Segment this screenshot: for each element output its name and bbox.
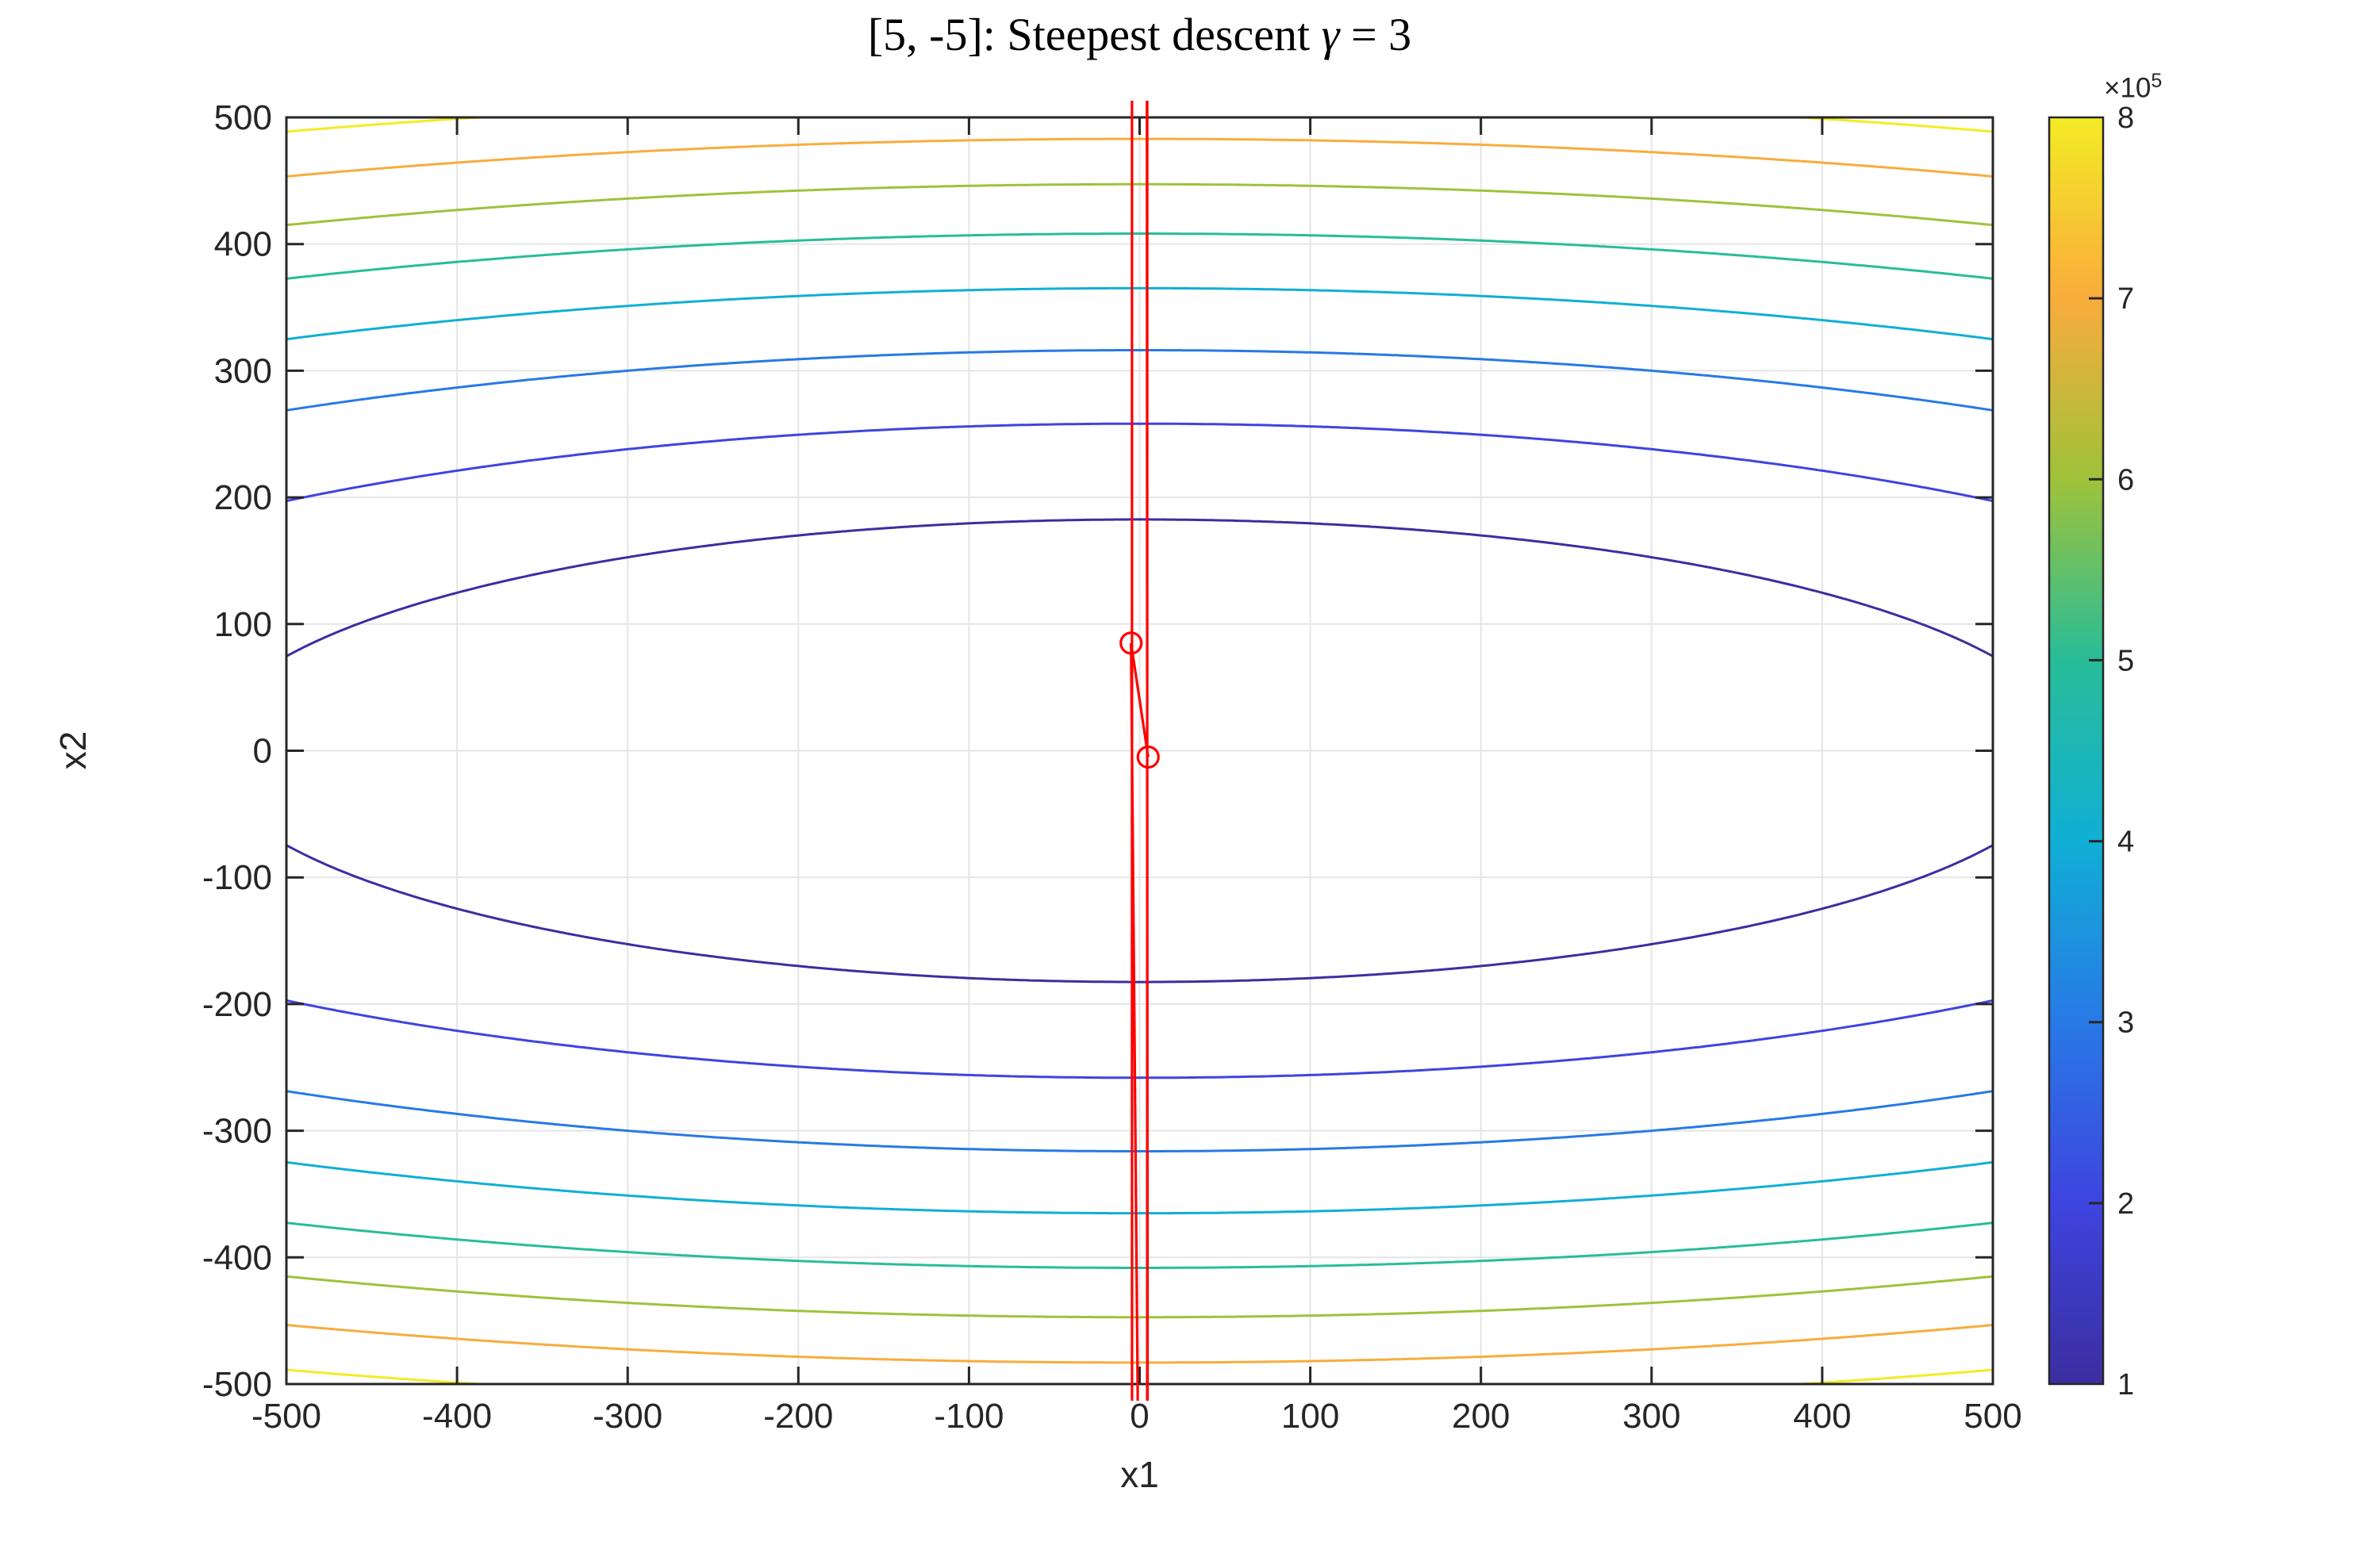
colorbar-tick-label: 6 [2117,463,2134,497]
contour-line-level-8 [1800,1368,1994,1386]
contour-line-level-4 [286,286,1994,341]
colorbar-tick-label: 1 [2117,1368,2134,1402]
y-tick-label: 200 [214,478,272,517]
colorbar-tick-label: 2 [2117,1187,2134,1221]
x-tick-label: 100 [1281,1397,1339,1436]
x-axis-label: x1 [1120,1454,1159,1495]
colorbar-tick-label: 5 [2117,644,2134,677]
contour-line-level-2 [286,422,1994,503]
y-tick-label: 100 [214,605,272,644]
x-tick-label: 0 [1130,1397,1149,1436]
trajectory-marker [1119,631,1143,655]
y-tick-label: 300 [214,351,272,390]
y-tick-label: -500 [202,1365,272,1404]
contour-line-level-3 [286,349,1994,412]
y-tick-label: -100 [202,858,272,897]
axes-frame-group [285,116,1994,1386]
contour-line-level-8 [1800,116,1994,133]
trajectory-group [1119,0,1160,1553]
contour-line-level-2 [286,999,1994,1079]
contour-line-level-8 [286,116,479,133]
gamma-symbol: γ [1321,9,1340,60]
contour-line-level-1 [286,518,1994,658]
colorbar-exponent-base: ×10 [2104,72,2152,104]
x-tick-label: 400 [1793,1397,1851,1436]
contour-line-level-7 [286,137,1994,178]
x-tick-label: 200 [1452,1397,1510,1436]
colorbar-tick-label: 7 [2117,282,2134,316]
y-tick-label: 0 [253,732,272,771]
x-tick-label: 500 [1964,1397,2021,1436]
contour-line-level-1 [286,844,1994,984]
contour-line-level-6 [286,182,1994,227]
colorbar-exponent-label: ×105 [2104,70,2162,105]
y-tick-label: -200 [202,985,272,1024]
contour-line-level-5 [286,232,1994,280]
colorbar-exponent-power: 5 [2151,70,2163,92]
trajectory-marker [1136,745,1160,769]
contour-lines [286,116,1994,1386]
contour-line-level-3 [286,1090,1994,1152]
colorbar-tick-label: 4 [2117,826,2134,859]
plot-title-text: [5, -5]: Steepest descent [867,9,1322,60]
colorbar [2048,116,2105,1386]
x-tick-label: -400 [422,1397,492,1436]
grid-lines [286,117,1993,1384]
colorbar-tick-labels: 1 2 3 4 5 6 7 8 [2117,102,2134,1402]
colorbar-ticks [2089,297,2103,1205]
y-tick-label: 400 [214,225,272,264]
y-tick-label: -400 [202,1238,272,1277]
y-tick-label: 500 [214,98,272,137]
x-tick-label: -500 [251,1397,321,1436]
x-tick-label: -200 [763,1397,833,1436]
plot-title-suffix: = 3 [1339,9,1412,60]
x-tick-label: 300 [1622,1397,1680,1436]
y-tick-label: -300 [202,1112,272,1151]
contour-line-level-5 [286,1221,1994,1269]
x-tick-label: -300 [593,1397,662,1436]
y-axis-label: x2 [52,730,94,770]
x-tick-label: -100 [934,1397,1004,1436]
plot-title: [5, -5]: Steepest descent γ = 3 [286,8,1993,61]
colorbar-tick-label: 3 [2117,1007,2134,1040]
contour-line-level-4 [286,1160,1994,1215]
colorbar-tick-label: 8 [2117,102,2134,135]
tick-labels: -500 -400 -300 -200 -100 0 100 200 300 400 500 -500… [202,98,2022,1436]
contour-line-level-8 [286,1368,479,1386]
contour-line-level-6 [286,1275,1994,1319]
contour-line-level-7 [286,1324,1994,1364]
